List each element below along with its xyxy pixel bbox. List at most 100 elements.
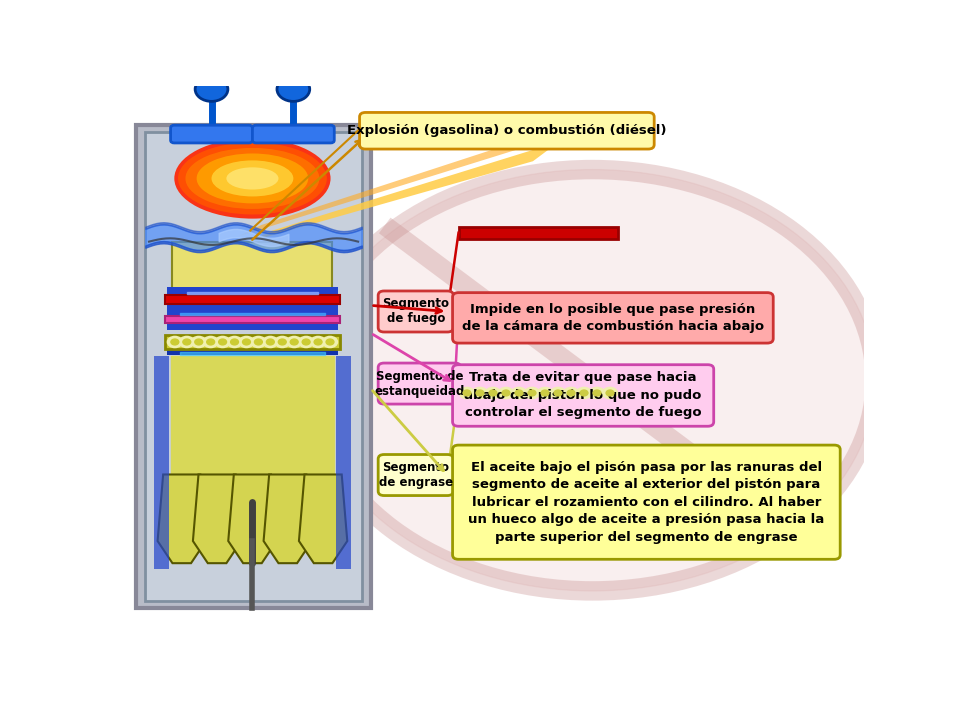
Circle shape (243, 339, 251, 345)
Text: Trata de evitar que pase hacia
abajo del pistón lo que no pudo
controlar el segm: Trata de evitar que pase hacia abajo del… (465, 372, 702, 420)
Circle shape (290, 339, 299, 345)
Circle shape (498, 387, 514, 399)
Polygon shape (251, 142, 559, 242)
Ellipse shape (197, 153, 308, 203)
Circle shape (299, 336, 314, 348)
Circle shape (593, 390, 601, 396)
Circle shape (230, 339, 238, 345)
Circle shape (191, 336, 206, 348)
Circle shape (516, 390, 523, 396)
Circle shape (606, 390, 614, 396)
Ellipse shape (227, 167, 278, 189)
Circle shape (254, 339, 262, 345)
Circle shape (167, 336, 182, 348)
FancyBboxPatch shape (171, 125, 252, 143)
Circle shape (528, 390, 536, 396)
Circle shape (554, 390, 562, 396)
FancyBboxPatch shape (360, 112, 654, 149)
Circle shape (564, 387, 579, 399)
Circle shape (314, 339, 322, 345)
Ellipse shape (185, 148, 320, 209)
FancyBboxPatch shape (452, 445, 840, 559)
Circle shape (263, 336, 277, 348)
FancyBboxPatch shape (173, 242, 332, 308)
Ellipse shape (211, 161, 294, 197)
FancyBboxPatch shape (166, 348, 338, 355)
Circle shape (310, 169, 876, 591)
Text: Impide en lo posible que pase presión
de la cámara de combustión hacia abajo: Impide en lo posible que pase presión de… (462, 302, 764, 333)
FancyBboxPatch shape (145, 132, 362, 601)
Polygon shape (157, 474, 206, 563)
Circle shape (219, 339, 227, 345)
FancyBboxPatch shape (166, 323, 338, 330)
Circle shape (472, 387, 488, 399)
Circle shape (251, 336, 266, 348)
Ellipse shape (175, 138, 330, 219)
Circle shape (171, 339, 179, 345)
Text: Explosión (gasolina) o combustión (diésel): Explosión (gasolina) o combustión (diése… (348, 125, 666, 138)
FancyBboxPatch shape (336, 356, 351, 569)
Circle shape (489, 390, 497, 396)
Circle shape (302, 339, 310, 345)
Circle shape (267, 339, 275, 345)
FancyBboxPatch shape (171, 356, 334, 519)
Circle shape (463, 390, 471, 396)
FancyBboxPatch shape (165, 316, 340, 323)
FancyBboxPatch shape (166, 287, 338, 290)
Text: Segmento
de engrase: Segmento de engrase (378, 461, 453, 489)
Circle shape (577, 387, 591, 399)
Circle shape (182, 339, 191, 345)
Polygon shape (193, 474, 241, 563)
Circle shape (277, 77, 310, 102)
FancyBboxPatch shape (252, 125, 334, 143)
Circle shape (323, 336, 338, 348)
FancyBboxPatch shape (378, 454, 453, 495)
Circle shape (278, 339, 286, 345)
Circle shape (476, 390, 484, 396)
Text: Segmento de
estanqueidad: Segmento de estanqueidad (374, 369, 465, 397)
FancyBboxPatch shape (459, 227, 618, 239)
Circle shape (603, 387, 617, 399)
Circle shape (589, 387, 605, 399)
Circle shape (311, 336, 325, 348)
FancyBboxPatch shape (452, 292, 773, 343)
Circle shape (239, 336, 254, 348)
Polygon shape (264, 474, 312, 563)
FancyBboxPatch shape (166, 305, 338, 312)
Circle shape (180, 336, 194, 348)
FancyBboxPatch shape (136, 125, 371, 608)
Circle shape (580, 390, 588, 396)
FancyBboxPatch shape (165, 295, 340, 305)
FancyBboxPatch shape (452, 365, 713, 426)
Circle shape (460, 387, 474, 399)
Circle shape (550, 387, 565, 399)
FancyBboxPatch shape (378, 363, 461, 404)
Circle shape (275, 336, 290, 348)
FancyBboxPatch shape (459, 387, 618, 400)
Circle shape (538, 387, 553, 399)
Circle shape (541, 390, 549, 396)
Circle shape (206, 339, 215, 345)
Polygon shape (228, 474, 276, 563)
Circle shape (512, 387, 526, 399)
Circle shape (486, 387, 500, 399)
Circle shape (195, 339, 203, 345)
Circle shape (502, 390, 510, 396)
Circle shape (215, 336, 230, 348)
FancyBboxPatch shape (166, 290, 338, 295)
Polygon shape (299, 474, 348, 563)
Circle shape (287, 336, 301, 348)
Ellipse shape (178, 143, 326, 215)
Polygon shape (239, 128, 559, 236)
FancyBboxPatch shape (166, 312, 338, 316)
FancyBboxPatch shape (378, 291, 453, 332)
Circle shape (195, 77, 228, 102)
Text: El aceite bajo el pisón pasa por las ranuras del
segmento de aceite al exterior : El aceite bajo el pisón pasa por las ran… (468, 461, 825, 544)
Text: Segmento
de fuego: Segmento de fuego (382, 297, 449, 325)
Circle shape (204, 336, 218, 348)
FancyBboxPatch shape (154, 356, 169, 569)
Circle shape (567, 390, 575, 396)
Circle shape (227, 336, 242, 348)
Circle shape (524, 387, 540, 399)
FancyBboxPatch shape (165, 336, 340, 348)
